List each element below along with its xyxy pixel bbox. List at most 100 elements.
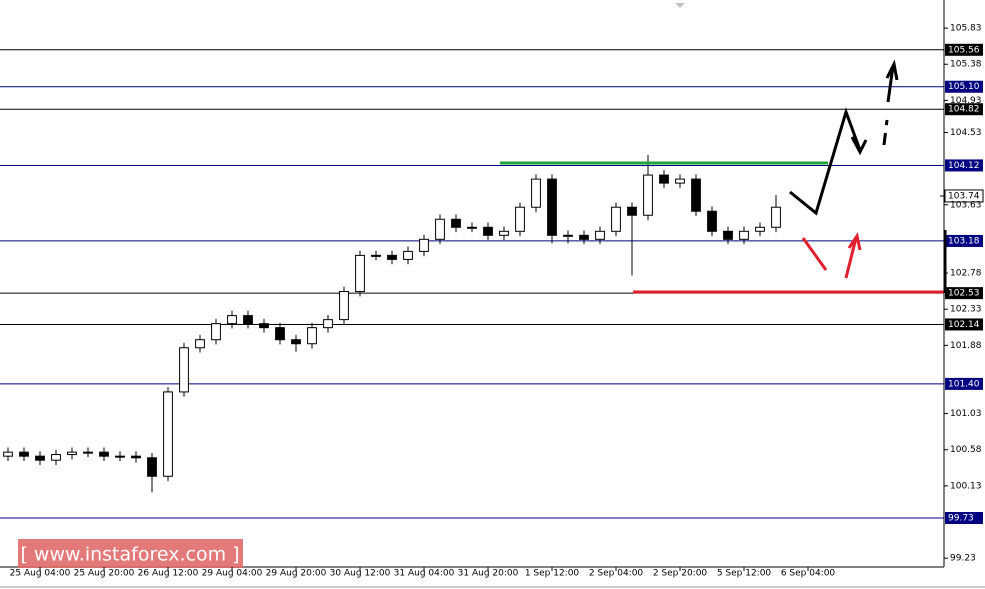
candle-body xyxy=(467,226,477,229)
level-label-box xyxy=(945,318,983,331)
level-label: 105.56 xyxy=(948,45,980,55)
watermark: [ www.instaforex.com ] xyxy=(20,544,239,566)
level-label: 103.18 xyxy=(948,236,980,246)
y-tick-label: 103.63 xyxy=(950,200,982,210)
level-label-box xyxy=(945,377,983,390)
y-tick-label: 100.58 xyxy=(950,445,982,455)
candle-body xyxy=(739,230,749,240)
x-tick-label: 29 Aug 20:00 xyxy=(266,569,327,579)
level-label: 102.53 xyxy=(948,289,980,299)
candle-body xyxy=(307,327,317,345)
candle-body xyxy=(355,254,365,293)
candle-body xyxy=(99,451,109,457)
candle-body xyxy=(675,178,685,184)
x-tick-label: 31 Aug 20:00 xyxy=(458,569,519,579)
candle-body xyxy=(387,254,397,260)
x-tick-label: 31 Aug 04:00 xyxy=(394,569,455,579)
level-label: 105.10 xyxy=(948,82,980,92)
candle-body xyxy=(35,455,45,461)
arrow-head xyxy=(850,136,868,156)
candle-body xyxy=(419,238,429,252)
level-label-box xyxy=(945,512,983,525)
candle-body xyxy=(51,454,61,461)
level-label-box xyxy=(945,80,983,93)
level-label: 104.12 xyxy=(948,161,980,171)
candle-body xyxy=(3,451,13,457)
level-label: 104.82 xyxy=(948,105,980,115)
y-tick-label: 104.53 xyxy=(950,128,982,138)
candle-body xyxy=(499,230,509,236)
candle-body xyxy=(339,291,349,321)
y-tick-label: 99.23 xyxy=(950,554,976,564)
forecast-path xyxy=(789,107,862,216)
x-tick-label: 2 Sep 04:00 xyxy=(589,569,644,579)
candle-body xyxy=(707,210,717,232)
candle-body xyxy=(771,206,781,228)
candle-body xyxy=(275,327,285,341)
candle-body xyxy=(643,174,653,216)
x-tick-label: 5 Sep 12:00 xyxy=(717,569,772,579)
candle-body xyxy=(563,234,573,237)
candle-body xyxy=(547,178,557,236)
y-tick-label: 104.93 xyxy=(950,96,982,106)
x-tick-label: 29 Aug 04:00 xyxy=(202,569,263,579)
candle-body xyxy=(723,230,733,240)
current-price-box xyxy=(944,189,984,203)
candle-body xyxy=(515,206,525,232)
x-tick-label: 25 Aug 04:00 xyxy=(10,569,71,579)
candle-body xyxy=(179,347,189,393)
candle-body xyxy=(19,451,29,457)
level-label-box xyxy=(945,43,983,56)
level-label-box xyxy=(945,159,983,172)
candle-body xyxy=(371,254,381,257)
forecast-path xyxy=(801,237,828,271)
candle-body xyxy=(115,455,125,458)
candle-body xyxy=(67,451,77,456)
x-tick-label: 30 Aug 12:00 xyxy=(330,569,391,579)
candle-body xyxy=(195,339,205,349)
candle-body xyxy=(627,206,637,216)
level-label-box xyxy=(945,287,983,300)
y-tick-label: 101.88 xyxy=(950,341,982,351)
candle-body xyxy=(131,455,141,459)
level-label: 101.40 xyxy=(948,379,980,389)
candle-body xyxy=(435,218,445,240)
y-tick-label: 105.83 xyxy=(950,24,982,34)
levels: 105.56 105.10 104.82 104.12 103.18 102.53 102.… xyxy=(0,43,984,525)
arrow-head xyxy=(847,232,862,251)
level-label: 99.73 xyxy=(948,514,974,524)
candle-body xyxy=(451,218,461,228)
candle-body xyxy=(83,451,93,454)
y-tick-label: 102.78 xyxy=(950,269,982,279)
candle-body xyxy=(483,226,493,236)
x-tick-label: 2 Sep 20:00 xyxy=(653,569,708,579)
candle-body xyxy=(163,391,173,477)
watermark-box xyxy=(18,539,243,568)
level-label: 102.14 xyxy=(948,320,980,330)
candles xyxy=(3,155,781,493)
level-label-box xyxy=(945,234,983,247)
x-tick-label: 1 Sep 12:00 xyxy=(525,569,580,579)
candle-body xyxy=(531,178,541,208)
forecast-down xyxy=(801,232,862,279)
level-label-box xyxy=(945,103,983,116)
candle-body xyxy=(323,319,333,329)
forecast-arrow xyxy=(844,237,858,279)
y-tick-label: 105.38 xyxy=(950,60,982,70)
candle-body xyxy=(227,315,237,325)
candle-body xyxy=(755,226,765,232)
candle-body xyxy=(147,457,157,477)
y-tick-label: 100.13 xyxy=(950,481,982,491)
y-tick-label: 102.33 xyxy=(950,305,982,315)
shift-marker xyxy=(675,3,685,8)
candle-body xyxy=(659,174,669,184)
y-tick-label: 101.03 xyxy=(950,409,982,419)
candle-body xyxy=(691,178,701,212)
candle-body xyxy=(579,234,589,240)
candle-body xyxy=(595,230,605,240)
x-tick-label: 26 Aug 12:00 xyxy=(138,569,199,579)
x-tick-label: 25 Aug 20:00 xyxy=(74,569,135,579)
arrow-head xyxy=(885,59,899,81)
